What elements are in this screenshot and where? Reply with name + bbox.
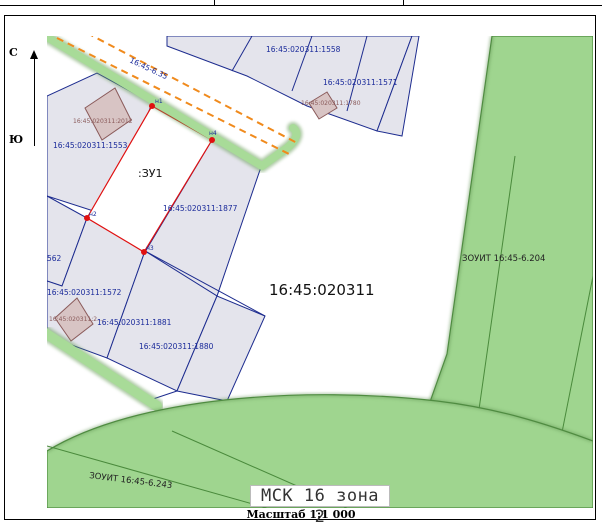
label-parcel-2012: 16:45:020311:2012 [73,118,133,125]
label-parcel-1877: 16:45:020311:1877 [163,204,238,213]
label-point-n1: н1 [155,98,163,105]
boundary-points [84,103,215,255]
label-point-n2: н2 [89,211,97,218]
road-axis-dash-1 [56,37,294,157]
point-n3 [141,249,147,255]
label-parcel-1881: 16:45:020311:1881 [97,318,172,327]
label-zone-6-204: ЗОУИТ 16:45-6.204 [462,254,545,264]
north-arrow: С Ю [5,40,45,150]
label-parcel-1572: 16:45:020311:1572 [47,288,122,297]
road-axis-dash-2 [90,36,300,145]
header-rule [0,0,602,6]
building-2012 [84,87,132,141]
map-canvas[interactable]: н1 н4 н2 н3 16:45-6.35 16:45:020311:1558… [47,36,593,508]
label-point-n3: н3 [146,245,154,252]
label-point-n4: н4 [209,130,217,137]
parcel-1571 [376,36,420,137]
parcel-1558 [166,36,413,132]
arrow-head-icon [30,50,38,59]
projection-label: МСК 16 зона 2 [250,485,390,527]
label-new-parcel: :ЗУ1 [138,167,162,180]
north-label: С [9,46,18,59]
south-label: Ю [9,133,24,146]
label-parcel-1880: 16:45:020311:1880 [139,342,214,351]
point-n4 [209,137,215,143]
label-parcel-1558: 16:45:020311:1558 [266,45,341,54]
scale-label: Масштаб 1:1 000 [246,508,356,521]
point-n2 [84,215,90,221]
label-quarter: 16:45:020311 [269,281,375,299]
label-parcel-562: 562 [47,254,62,263]
label-parcel-2xx: 16:45:020311:2... [49,316,103,323]
building-2xx [54,297,94,342]
label-parcel-1780: 16:45:020311:1780 [301,100,361,107]
label-parcel-1553: 16:45:020311:1553 [53,141,128,150]
label-parcel-1571: 16:45:020311:1571 [323,78,398,87]
building-1780 [308,91,338,120]
parcels-layer [47,36,420,402]
arrow-shaft [34,58,35,146]
point-n1 [149,103,155,109]
